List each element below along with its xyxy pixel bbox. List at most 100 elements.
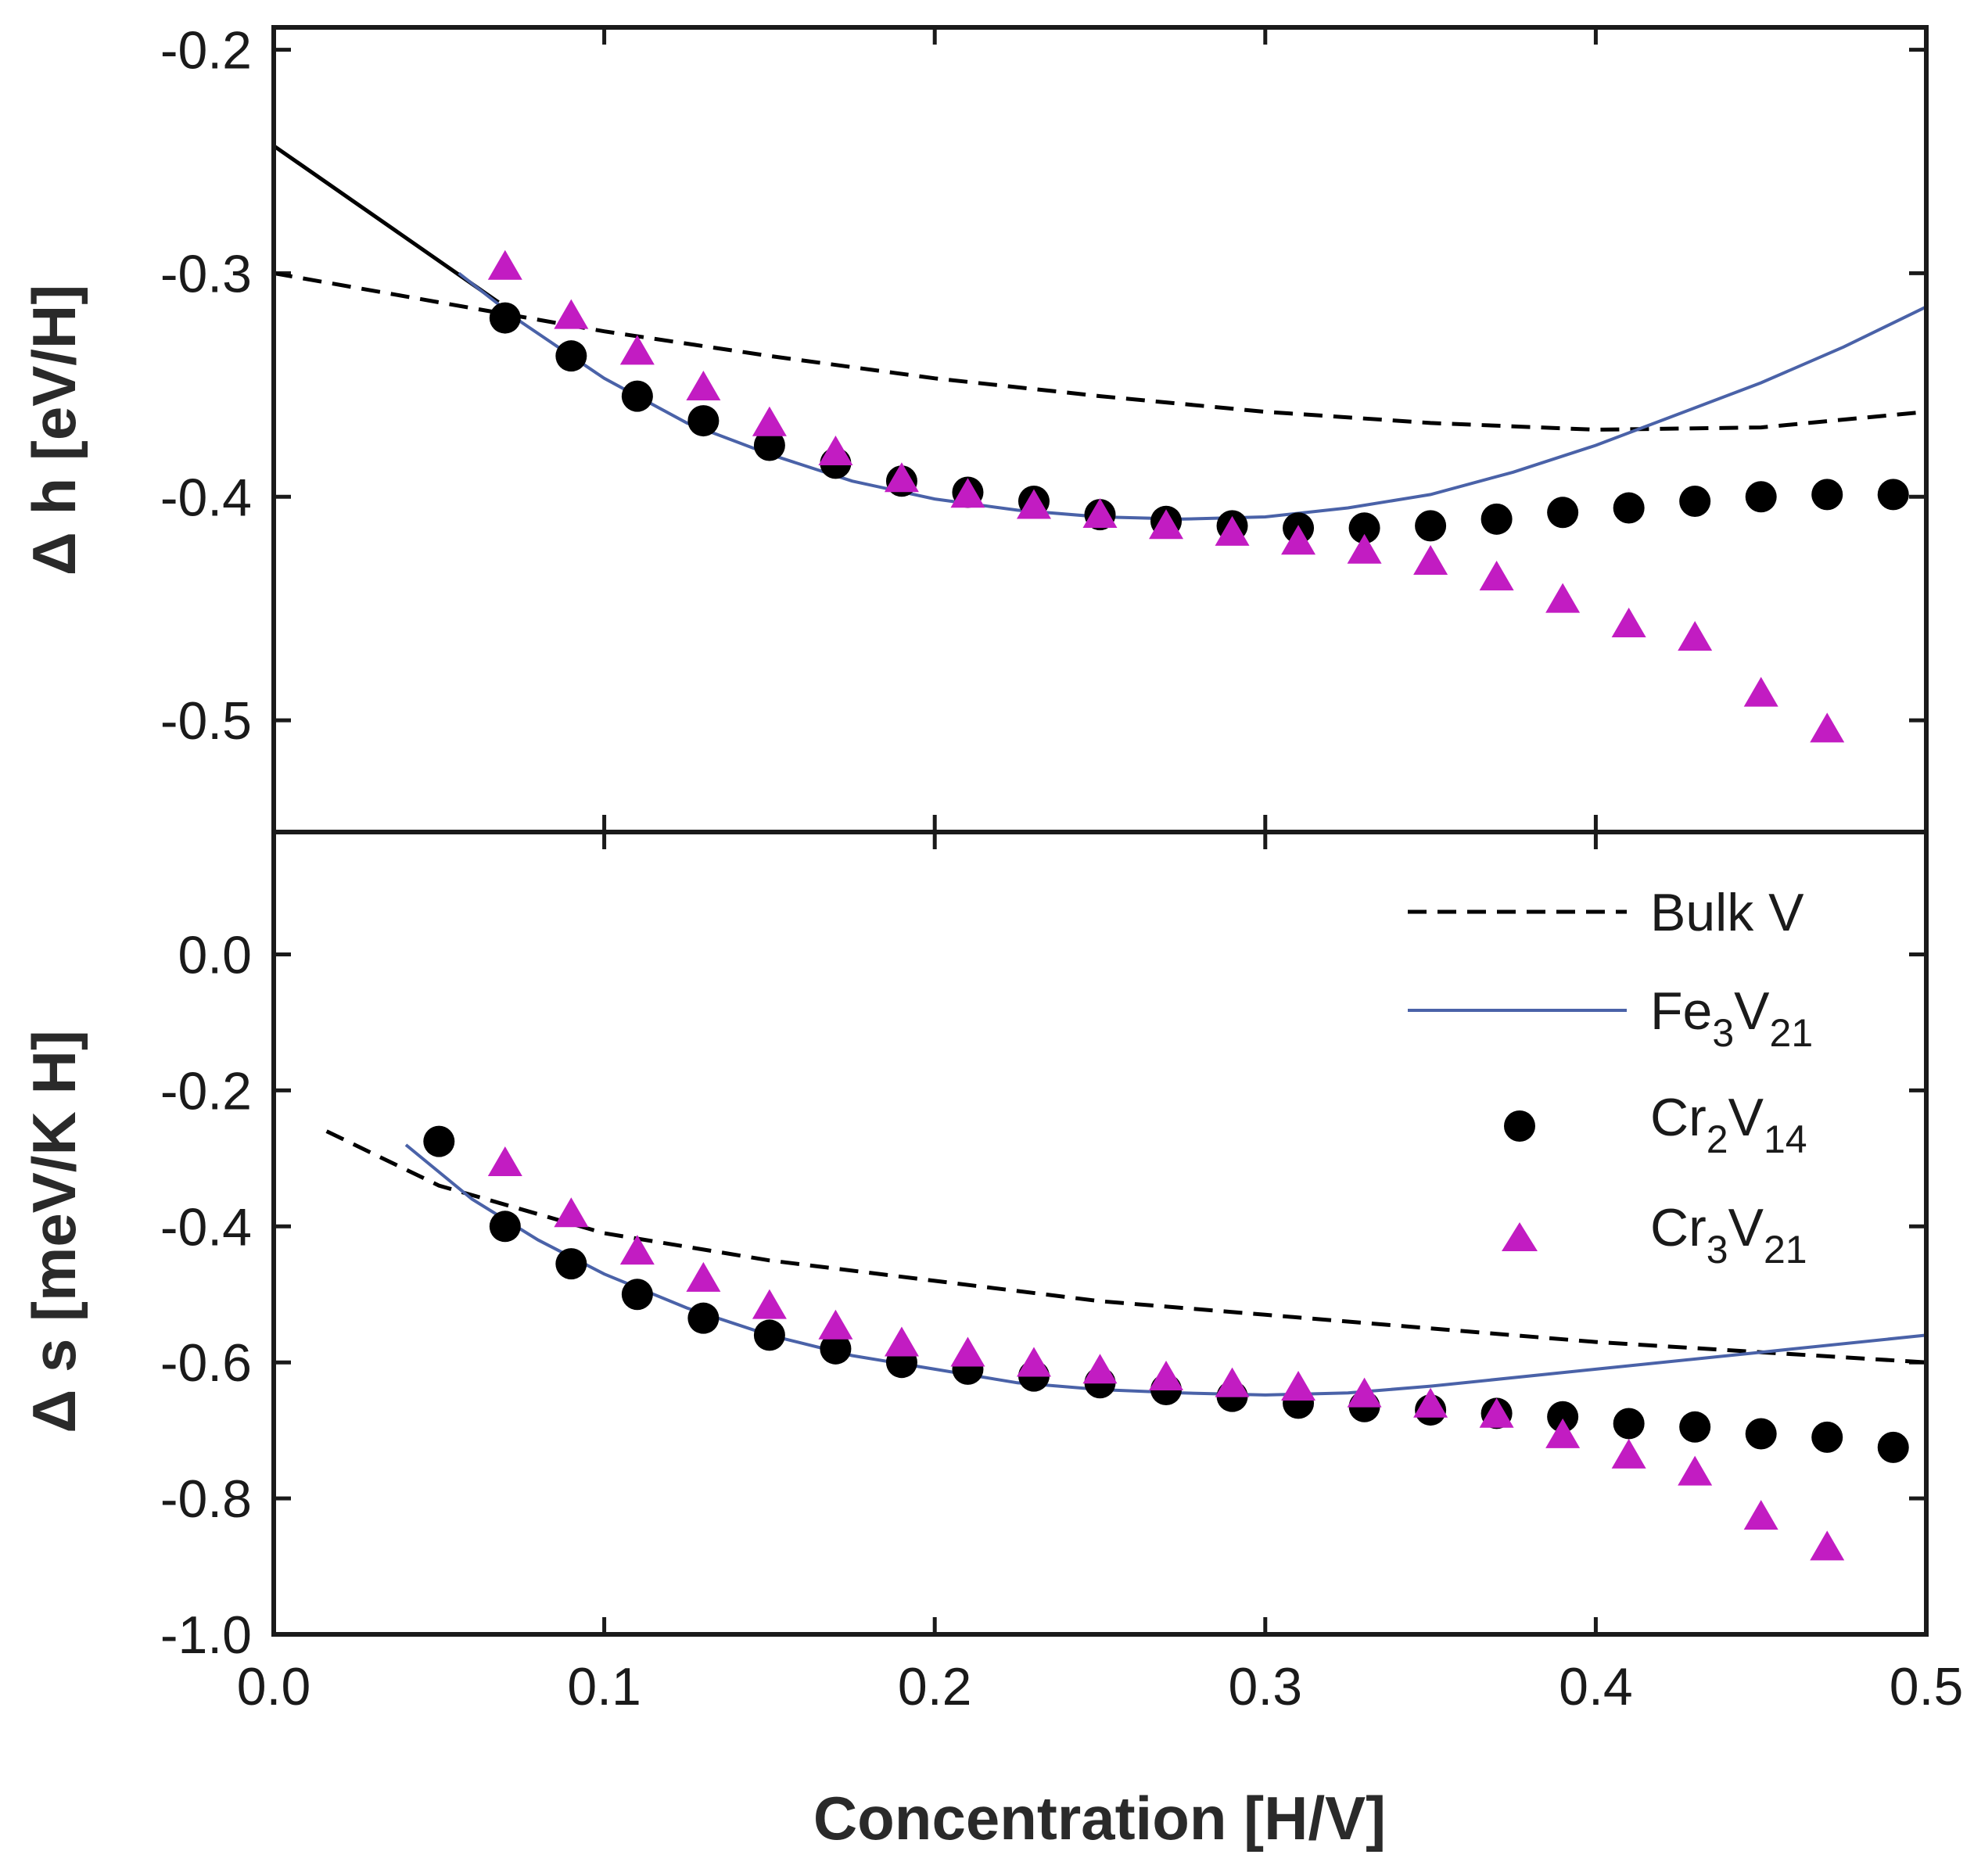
top-cr3v21-point: [752, 406, 787, 436]
bottom-cr2v14-point: [621, 1279, 653, 1311]
x-axis-title: Concentration [H/V]: [813, 1784, 1386, 1853]
xtick-label: 0.4: [1559, 1657, 1633, 1716]
legend-fe-base: Fe: [1650, 981, 1712, 1041]
bottom-cr2v14-point: [1679, 1411, 1711, 1443]
bottom-ytick-label: 0.0: [178, 926, 252, 985]
top-series-fe3v21-line: [458, 271, 1927, 521]
bottom-ytick-label: -0.8: [160, 1469, 252, 1529]
bottom-cr3v21-point: [619, 1235, 655, 1265]
bottom-cr3v21-point: [1810, 1530, 1845, 1561]
top-cr2v14-point: [1348, 512, 1380, 544]
bottom-cr2v14-point: [1745, 1418, 1777, 1450]
xtick-label: 0.3: [1229, 1657, 1303, 1716]
bottom-cr2v14-point: [1613, 1408, 1645, 1440]
xtick-label: 0.5: [1890, 1657, 1964, 1716]
top-cr3v21-point: [1611, 608, 1646, 638]
top-cr3v21-point: [1082, 497, 1118, 528]
legend-cr3-sub1: 3: [1707, 1228, 1728, 1272]
top-ytick-label: -0.4: [160, 468, 252, 527]
bottom-cr3v21-point: [1545, 1418, 1581, 1448]
top-ytick-label: -0.5: [160, 691, 252, 751]
legend: Bulk V Fe3V21 Cr2V14 Cr3V21: [1408, 883, 1813, 1272]
top-cr3v21-point: [1479, 561, 1514, 591]
top-cr3v21-point: [1281, 525, 1316, 555]
top-cr2v14-point: [687, 405, 720, 437]
top-ytick-label: -0.3: [160, 244, 252, 303]
legend-cr2-label: Cr2V14: [1650, 1088, 1807, 1161]
bottom-cr2v14-point: [423, 1125, 455, 1157]
bottom-panel-plot: [325, 1125, 1927, 1561]
legend-fe-label: Fe3V21: [1650, 981, 1813, 1055]
top-cr3v21-point: [1743, 676, 1778, 707]
bottom-cr3v21-point: [487, 1146, 522, 1177]
bottom-series-fe3v21-line: [404, 1143, 1927, 1397]
legend-cr2-mid: V: [1728, 1088, 1764, 1147]
top-cr2v14-point: [1745, 481, 1777, 513]
legend-fe-sub1: 3: [1712, 1011, 1734, 1055]
top-cr2v14-point: [1415, 510, 1447, 542]
xtick-label: 0.1: [567, 1657, 641, 1716]
bottom-ytick-label: -1.0: [160, 1605, 252, 1665]
top-cr3v21-point: [818, 435, 853, 465]
top-series-bulk-v-line: [273, 271, 1927, 432]
bottom-cr3v21-point: [1743, 1500, 1778, 1530]
bottom-y-axis-title: Δ s [meV/K H]: [20, 1030, 88, 1433]
top-cr2v14-point: [1613, 492, 1645, 524]
top-cr3v21-point: [884, 462, 919, 493]
bottom-cr3v21-point: [752, 1289, 787, 1319]
top-y-axis-title: Δ h [eV/H]: [20, 285, 88, 576]
legend-cr3-sub2: 21: [1764, 1228, 1807, 1272]
bottom-ytick-label: -0.6: [160, 1333, 252, 1393]
top-cr3v21-point: [1545, 583, 1581, 613]
top-ytick-label: -0.2: [160, 21, 252, 81]
top-cr3v21-point: [619, 335, 655, 365]
top-cr2v14-point: [1811, 479, 1843, 511]
top-cr2v14-point: [753, 429, 785, 461]
legend-cr2-sub1: 2: [1707, 1117, 1728, 1161]
bottom-panel-axes: 0.0-0.2-0.4-0.6-0.8-1.00.0 0.1 0.2 0.3 0.4 0.…: [160, 832, 1963, 1716]
bottom-cr3v21-point: [1413, 1387, 1448, 1418]
top-cr2v14-point: [1547, 497, 1579, 529]
top-cr3v21-point: [1215, 515, 1250, 546]
top-cr3v21-point: [686, 371, 721, 401]
legend-fe-sub2: 21: [1770, 1011, 1814, 1055]
top-cr3v21-point: [1678, 621, 1713, 651]
legend-cr2-sub2: 14: [1764, 1117, 1807, 1161]
bottom-cr3v21-point: [1479, 1397, 1514, 1428]
bottom-cr3v21-point: [1678, 1455, 1713, 1486]
bottom-cr3v21-point: [554, 1197, 589, 1228]
bottom-cr3v21-point: [686, 1261, 721, 1292]
top-panel-axes: -0.2 -0.3 -0.4 -0.5: [160, 21, 1929, 832]
top-cr3v21-point: [1810, 712, 1845, 743]
bottom-cr3v21-point: [1281, 1370, 1316, 1401]
top-cr2v14-point: [1877, 479, 1909, 511]
bottom-series-bulk-v-line: [325, 1129, 1927, 1365]
bottom-cr2v14-point: [820, 1333, 852, 1365]
bottom-cr3v21-point: [1215, 1367, 1250, 1397]
top-cr3v21-point: [1413, 545, 1448, 575]
top-cr2v14-point: [555, 340, 587, 372]
top-cr3v21-point: [1016, 489, 1051, 519]
bottom-cr2v14-point: [1547, 1401, 1579, 1433]
legend-cr2-base: Cr: [1650, 1088, 1707, 1147]
bottom-cr3v21-point: [1347, 1377, 1382, 1408]
top-cr3v21-point: [554, 299, 589, 329]
legend-cr3-base: Cr: [1650, 1198, 1707, 1257]
bottom-cr3v21-point: [884, 1326, 919, 1357]
bottom-cr3v21-point: [1611, 1438, 1646, 1469]
legend-bulk-label: Bulk V: [1650, 883, 1804, 942]
legend-cr3-label: Cr3V21: [1650, 1198, 1807, 1272]
bottom-cr2v14-point: [753, 1319, 785, 1351]
legend-cr3-swatch: [1502, 1222, 1538, 1251]
bottom-ytick-label: -0.2: [160, 1061, 252, 1121]
top-cr3v21-point: [487, 249, 522, 280]
bottom-cr2v14-point: [1877, 1431, 1909, 1463]
top-cr2v14-point: [1480, 503, 1513, 535]
top-cr2v14-point: [489, 302, 521, 334]
bottom-cr2v14-point: [687, 1302, 720, 1334]
bottom-cr3v21-point: [1016, 1347, 1051, 1377]
bottom-cr3v21-point: [1082, 1354, 1118, 1384]
xtick-label: 0.2: [898, 1657, 972, 1716]
bottom-cr3v21-point: [818, 1309, 853, 1340]
